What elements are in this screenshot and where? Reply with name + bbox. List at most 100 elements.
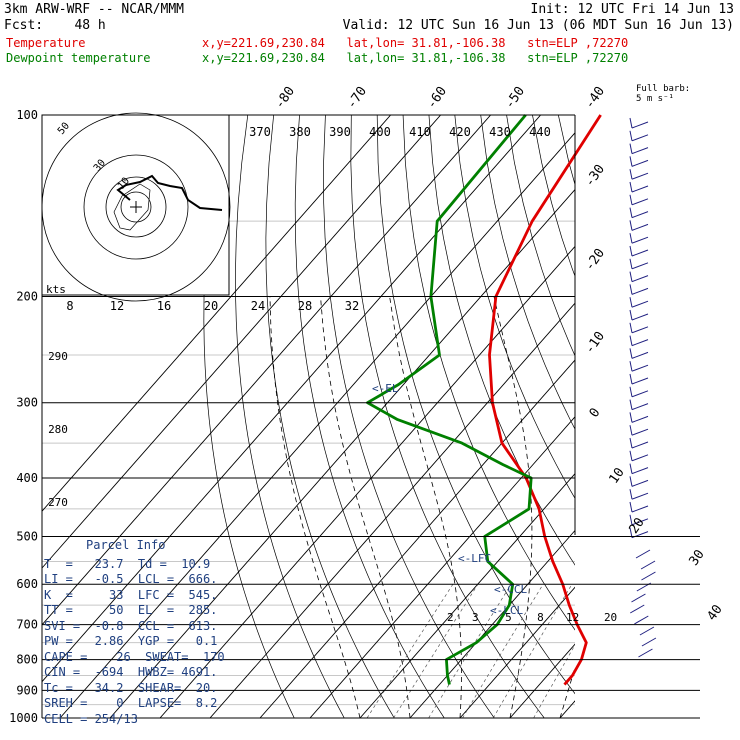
wind-barb (629, 181, 633, 193)
wind-barb (638, 648, 653, 658)
isotherm-label: 40 (704, 602, 725, 623)
mixing-ratio-label: 8 (537, 611, 544, 624)
wind-barb (629, 284, 633, 295)
wind-barb (631, 428, 649, 436)
wind-barb (631, 134, 649, 142)
speed-label: 32 (345, 299, 359, 313)
wind-barb (640, 560, 656, 570)
isotherm (610, 115, 740, 718)
wind-barb (629, 361, 633, 372)
isotherm-label: -80 (272, 84, 298, 112)
wind-barb (629, 425, 633, 436)
dry-adiabat (294, 115, 445, 718)
isotherm (509, 643, 575, 718)
dry-adiabat (610, 115, 740, 718)
dry-adiabat (558, 115, 575, 186)
temperature-legend-label: Temperature (6, 36, 86, 50)
isotherm-label: -40 (582, 84, 608, 112)
isotherm-label: -50 (502, 84, 528, 112)
wind-barb (631, 326, 649, 334)
wind-barb (629, 322, 633, 333)
wind-barb (629, 412, 633, 423)
dewpoint-legend-label: Dewpoint temperature (6, 51, 151, 65)
theta-label: 380 (289, 125, 311, 139)
wind-barb (629, 220, 633, 231)
dry-adiabat (584, 115, 740, 718)
level-annotation: <-EL (372, 382, 399, 395)
isotherm-label: 30 (686, 547, 707, 568)
parcel-row: K = 33 LFC = 545. (44, 587, 218, 602)
mixing-ratio-label: 2 (447, 611, 454, 624)
isotherm (42, 115, 491, 626)
hodograph-ring (120, 191, 152, 223)
wind-barb (631, 198, 649, 206)
theta-left-label: 280 (48, 423, 68, 436)
wind-barb (631, 313, 649, 321)
model-title: 3km ARW-WRF -- NCAR/MMM (4, 2, 185, 17)
isotherm-label: -60 (424, 84, 450, 112)
hodograph-kts-label: kts (46, 283, 66, 296)
wind-barb (635, 549, 651, 559)
wind-barb (629, 335, 633, 346)
wind-barb (631, 121, 649, 129)
wind-barb (631, 467, 649, 475)
mixing-ratio-line (533, 644, 575, 718)
pressure-label: 400 (16, 471, 38, 485)
isotherm-label: 0 (587, 405, 604, 420)
pressure-label: 500 (16, 529, 38, 543)
speed-label: 20 (204, 299, 218, 313)
wind-barb (629, 309, 633, 321)
mixing-ratio-label: 12 (566, 611, 579, 624)
parcel-row: LI = -0.5 LCL = 666. (44, 572, 218, 586)
wind-barb (629, 169, 633, 180)
mixing-ratio-label: 20 (604, 611, 617, 624)
parcel-row: TT = 50 EL = 285. (44, 603, 218, 617)
pressure-label: 300 (16, 396, 38, 410)
pressure-label: 1000 (9, 711, 38, 725)
wind-barb (641, 571, 656, 581)
wind-barb (631, 454, 649, 462)
hodograph-trace (116, 174, 223, 211)
level-annotation: <-CCL (494, 583, 527, 596)
moist-adiabat (389, 296, 462, 718)
dewpoint-profile (366, 114, 533, 685)
wind-barb (631, 159, 649, 167)
barb-legend-unit: 5 m s⁻¹ (636, 94, 674, 104)
header-block: 3km ARW-WRF -- NCAR/MMM Init: 12 UTC Fri… (0, 0, 740, 70)
dry-adiabat (350, 115, 545, 718)
parcel-row: Tc = 34.2 SHEAR= 20. (44, 680, 218, 695)
wind-barbs (629, 117, 657, 658)
wind-barb (631, 300, 649, 308)
wind-barb (629, 489, 633, 500)
isotherm (459, 586, 575, 718)
wind-barb (631, 351, 649, 359)
pressure-label: 700 (16, 618, 38, 632)
speed-label: 28 (298, 299, 312, 313)
isotherm (359, 473, 575, 718)
wind-barb (631, 275, 649, 283)
theta-left-label: 270 (48, 496, 68, 509)
isotherm (259, 359, 575, 718)
wind-barb (629, 297, 633, 308)
wind-barb (629, 437, 633, 449)
wind-barb (631, 518, 649, 526)
wind-barb (631, 185, 649, 193)
init-time: Init: 12 UTC Fri 14 Jun 13 (530, 2, 735, 17)
isotherm-label: 10 (606, 465, 627, 486)
wind-barb (629, 450, 633, 461)
parcel-row: SREH = 0 LAPSE= 8.2 (44, 696, 218, 710)
wind-barb (629, 258, 633, 269)
parcel-row: SVI = -0.8 CCL = 613. (44, 618, 218, 633)
parcel-row: T = 23.7 Td = 10.9 (44, 556, 211, 571)
wind-barb (629, 399, 633, 410)
wind-barb (631, 441, 649, 449)
mixing-ratio-line (393, 584, 479, 718)
wind-barb (631, 479, 649, 487)
wind-barb (631, 287, 649, 295)
theta-label: 410 (409, 125, 431, 139)
wind-barb (641, 637, 657, 647)
theta-left-label: 290 (48, 350, 68, 363)
parcel-row: PW = 2.86 YGP = 0.1 (44, 634, 218, 648)
level-annotation: <-LCL (490, 604, 523, 617)
valid-time: Valid: 12 UTC Sun 16 Jun 13 (06 MDT Sun … (342, 18, 734, 33)
